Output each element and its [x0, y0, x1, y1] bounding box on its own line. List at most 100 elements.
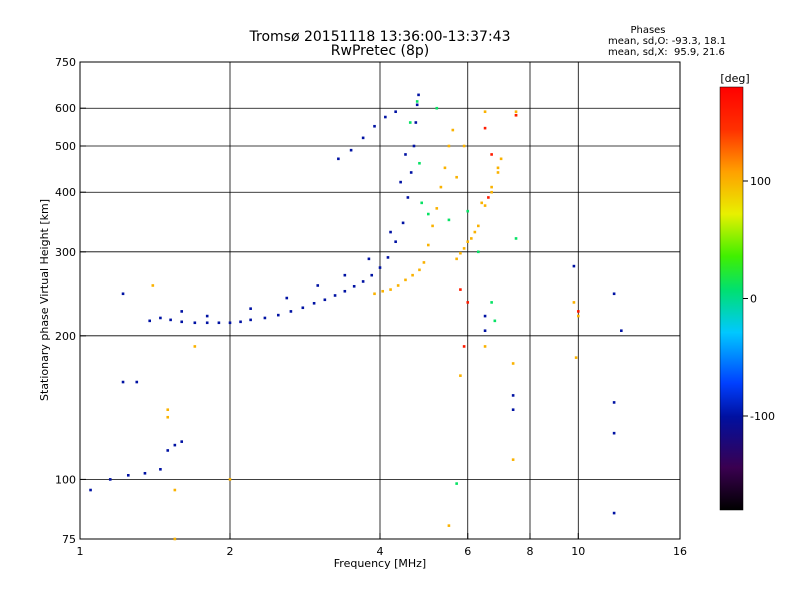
y-tick-label: 600	[55, 102, 76, 115]
data-point	[285, 296, 289, 300]
data-point	[443, 166, 447, 170]
data-point	[386, 256, 390, 259]
colorbar-tick-label: -100	[750, 410, 775, 423]
data-point	[166, 449, 170, 452]
data-point	[389, 230, 392, 234]
data-point	[511, 362, 515, 365]
y-tick-label: 750	[55, 56, 76, 69]
data-point	[173, 537, 177, 541]
data-point	[394, 240, 397, 244]
data-point	[333, 294, 337, 297]
data-point	[447, 218, 451, 222]
data-point	[612, 292, 616, 296]
data-point	[361, 280, 365, 283]
data-point	[511, 408, 515, 412]
colorbar: [deg] 100 0 -100	[719, 72, 775, 511]
data-point	[576, 314, 580, 318]
data-point	[108, 478, 112, 481]
data-point	[447, 524, 451, 527]
y-axis-label: Stationary phase Virtual Height [km]	[38, 199, 51, 401]
data-point	[384, 115, 387, 119]
data-point	[499, 157, 503, 161]
x-tick-label: 4	[377, 545, 384, 558]
data-point	[148, 319, 152, 323]
data-point	[483, 126, 487, 130]
colorbar-gradient	[719, 86, 744, 511]
data-point	[490, 153, 493, 156]
data-point	[361, 136, 365, 140]
data-point	[173, 488, 177, 492]
data-point	[121, 292, 125, 296]
data-point	[466, 240, 470, 244]
data-point	[431, 224, 434, 228]
data-point	[466, 209, 470, 213]
data-point	[462, 144, 466, 148]
data-point	[418, 268, 421, 272]
y-axis-ticks: 75 100 200 300 400 500 600 750	[55, 56, 86, 546]
data-point	[412, 144, 416, 148]
x-tick-label: 2	[227, 545, 234, 558]
chart-subtitle: RwPretec (8p)	[331, 43, 429, 59]
data-point	[483, 329, 487, 332]
data-point	[394, 110, 397, 114]
data-point	[399, 180, 402, 184]
data-point	[426, 243, 430, 247]
y-tick-label: 100	[55, 473, 76, 486]
data-point	[490, 190, 493, 194]
data-point	[239, 320, 242, 324]
data-point	[511, 394, 515, 397]
colorbar-tick-label: 0	[750, 293, 757, 306]
colorbar-tick-label: 100	[750, 175, 771, 188]
data-point	[451, 128, 455, 132]
data-point	[135, 380, 139, 384]
x-tick-label: 8	[527, 545, 534, 558]
y-tick-label: 400	[55, 186, 76, 199]
data-point	[426, 212, 430, 216]
data-point	[462, 247, 466, 250]
data-point	[572, 301, 576, 304]
data-point	[352, 284, 356, 288]
data-point	[483, 345, 487, 348]
data-point	[373, 292, 376, 296]
data-point	[143, 471, 147, 475]
data-point	[514, 113, 518, 117]
data-point	[483, 314, 487, 318]
x-tick-label: 10	[571, 545, 585, 558]
data-point	[409, 171, 413, 174]
data-point	[406, 196, 410, 199]
data-point	[337, 157, 340, 161]
data-point	[455, 257, 458, 261]
plot-area: 1 2 4 6 8 10 16 75 100 200 300 400 500 600 750	[55, 56, 687, 558]
data-point	[249, 307, 252, 310]
data-point	[89, 488, 92, 492]
data-point	[496, 171, 500, 174]
data-point	[389, 288, 392, 291]
phase-legend-title: Phases	[630, 25, 665, 36]
data-point	[490, 185, 493, 189]
data-point	[396, 284, 400, 287]
data-point	[455, 175, 458, 179]
data-point	[483, 204, 487, 207]
data-point	[180, 320, 184, 324]
data-point	[514, 110, 518, 114]
colorbar-ticks: 100 0 -100	[743, 175, 775, 423]
data-point	[381, 289, 384, 293]
data-point	[459, 251, 462, 255]
phase-x-stats: mean, sd,X: 95.9, 21.6	[608, 47, 725, 58]
data-point	[166, 415, 170, 419]
phase-o-stats: mean, sd,O: -93.3, 18.1	[608, 36, 726, 47]
data-points	[89, 93, 623, 541]
data-point	[316, 284, 320, 287]
data-point	[323, 298, 327, 302]
data-point	[477, 250, 480, 254]
data-point	[205, 314, 209, 318]
data-point	[490, 301, 493, 304]
data-point	[514, 237, 518, 240]
data-point	[193, 345, 197, 348]
data-point	[312, 301, 316, 305]
data-point	[373, 124, 376, 128]
data-point	[477, 224, 480, 228]
data-point	[511, 458, 515, 461]
data-point	[422, 261, 426, 264]
